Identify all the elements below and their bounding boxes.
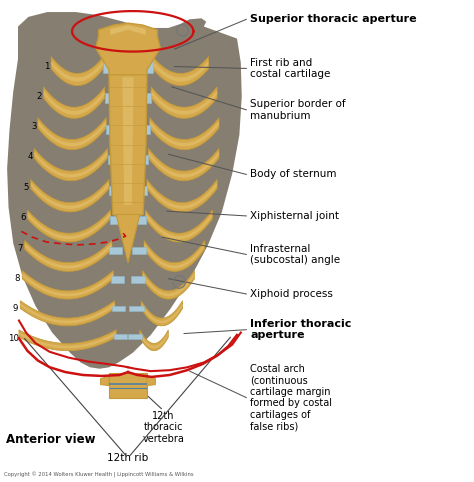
Polygon shape <box>19 330 116 351</box>
Polygon shape <box>27 213 110 239</box>
Polygon shape <box>25 241 112 271</box>
Polygon shape <box>38 118 106 149</box>
Text: 7: 7 <box>17 244 23 253</box>
Polygon shape <box>100 376 109 386</box>
Polygon shape <box>150 121 219 147</box>
Polygon shape <box>34 151 108 177</box>
Polygon shape <box>114 334 127 339</box>
Polygon shape <box>146 213 212 239</box>
Polygon shape <box>127 155 148 164</box>
Text: 9: 9 <box>13 304 18 313</box>
Text: Superior border of
manubrium: Superior border of manubrium <box>250 99 346 120</box>
Polygon shape <box>20 301 115 326</box>
Polygon shape <box>127 186 147 195</box>
Polygon shape <box>27 210 110 242</box>
Text: Copyright © 2014 Wolters Kluwer Health | Lippincott Williams & Wilkins: Copyright © 2014 Wolters Kluwer Health |… <box>4 472 193 478</box>
Text: 10: 10 <box>8 334 19 343</box>
Polygon shape <box>128 334 142 339</box>
Polygon shape <box>51 57 103 86</box>
Polygon shape <box>126 125 150 134</box>
Polygon shape <box>31 183 109 209</box>
Polygon shape <box>131 277 145 282</box>
Polygon shape <box>116 214 140 263</box>
Text: Costal arch
(continuous
cartilage margin
formed by costal
cartilages of
false ri: Costal arch (continuous cartilage margin… <box>250 363 332 432</box>
Polygon shape <box>141 303 182 323</box>
Polygon shape <box>125 62 153 73</box>
Polygon shape <box>31 180 109 212</box>
Text: 12th rib: 12th rib <box>107 453 149 463</box>
Polygon shape <box>140 332 168 348</box>
Text: Xiphoid process: Xiphoid process <box>250 289 333 299</box>
Polygon shape <box>148 151 219 177</box>
Polygon shape <box>144 243 205 268</box>
Text: 1: 1 <box>44 62 49 71</box>
Text: 5: 5 <box>23 183 29 191</box>
Polygon shape <box>25 243 112 268</box>
Polygon shape <box>132 247 146 254</box>
Polygon shape <box>129 306 144 311</box>
Polygon shape <box>126 94 151 103</box>
Polygon shape <box>141 301 182 326</box>
Polygon shape <box>140 330 168 351</box>
Polygon shape <box>151 87 217 118</box>
Polygon shape <box>44 91 105 115</box>
Polygon shape <box>105 94 130 103</box>
Text: 6: 6 <box>20 214 26 222</box>
Text: First rib and
costal cartilage: First rib and costal cartilage <box>250 58 331 79</box>
Text: Inferior thoracic
aperture: Inferior thoracic aperture <box>250 319 352 340</box>
Text: 4: 4 <box>27 152 33 161</box>
Polygon shape <box>34 148 108 181</box>
Polygon shape <box>143 271 194 299</box>
Polygon shape <box>153 61 209 81</box>
Text: Body of sternum: Body of sternum <box>250 170 337 179</box>
Polygon shape <box>109 186 129 195</box>
Polygon shape <box>51 61 103 81</box>
Polygon shape <box>110 216 128 224</box>
Polygon shape <box>111 277 124 282</box>
Polygon shape <box>144 241 205 271</box>
Polygon shape <box>7 12 242 369</box>
Text: Xiphisternal joint: Xiphisternal joint <box>250 211 339 221</box>
Polygon shape <box>106 125 130 134</box>
Polygon shape <box>109 75 147 218</box>
Polygon shape <box>148 148 219 181</box>
Polygon shape <box>122 77 134 205</box>
Polygon shape <box>150 118 219 149</box>
Text: 2: 2 <box>36 92 42 101</box>
Polygon shape <box>147 376 155 386</box>
Polygon shape <box>103 62 131 73</box>
Text: Anterior view: Anterior view <box>6 433 95 446</box>
Polygon shape <box>143 273 194 296</box>
Polygon shape <box>20 303 115 323</box>
Polygon shape <box>19 332 116 348</box>
Polygon shape <box>128 216 146 224</box>
Polygon shape <box>96 23 160 75</box>
Polygon shape <box>153 57 209 86</box>
Polygon shape <box>109 373 147 398</box>
Polygon shape <box>110 25 146 35</box>
Polygon shape <box>44 87 105 118</box>
Polygon shape <box>109 247 122 254</box>
Text: Superior thoracic aperture: Superior thoracic aperture <box>250 14 417 24</box>
Text: 8: 8 <box>15 274 20 283</box>
Text: 3: 3 <box>31 122 37 131</box>
Polygon shape <box>151 91 217 115</box>
Polygon shape <box>38 121 106 147</box>
Text: Infrasternal
(subcostal) angle: Infrasternal (subcostal) angle <box>250 244 340 265</box>
Polygon shape <box>146 210 212 242</box>
Polygon shape <box>22 271 113 299</box>
Polygon shape <box>108 155 129 164</box>
Polygon shape <box>112 306 125 311</box>
Polygon shape <box>22 273 113 296</box>
Polygon shape <box>147 180 217 212</box>
Polygon shape <box>147 183 217 209</box>
Text: 12th
thoracic
vertebra: 12th thoracic vertebra <box>143 411 184 444</box>
